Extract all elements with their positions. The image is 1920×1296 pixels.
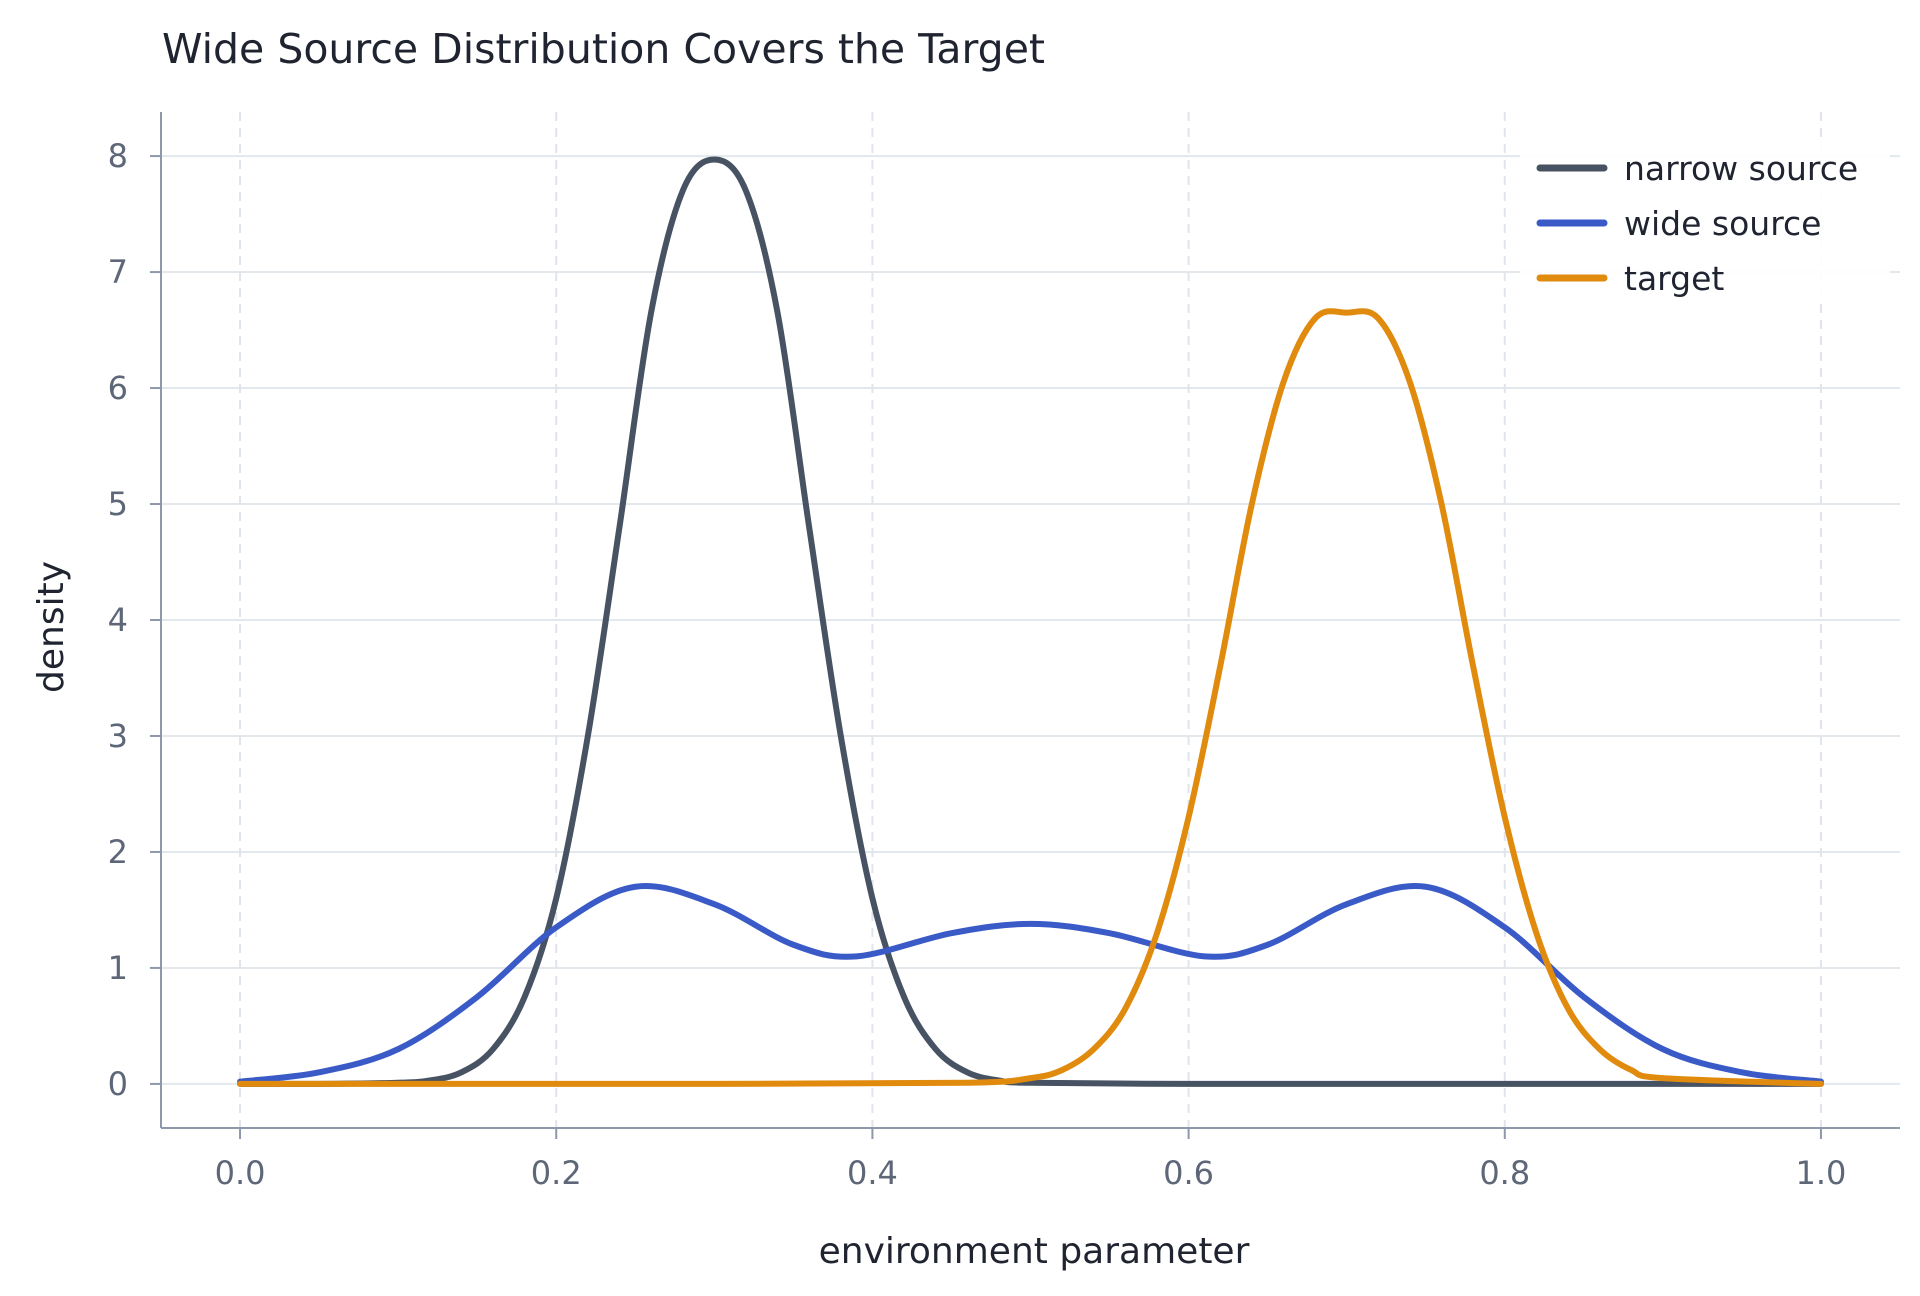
y-tick-label-6: 6: [108, 369, 128, 407]
x-tick-label-4: 0.8: [1479, 1154, 1530, 1192]
y-tick-label-4: 4: [108, 601, 128, 639]
legend: narrow source wide source target: [1520, 138, 1890, 300]
y-axis-label: density: [31, 561, 72, 693]
y-tick-label-8: 8: [108, 137, 128, 175]
x-tick-label-3: 0.6: [1163, 1154, 1214, 1192]
narrow-source-line: [237, 156, 1824, 1087]
y-tick-label-0: 0: [108, 1065, 128, 1103]
y-tick-label-1: 1: [108, 949, 128, 987]
x-axis-label: environment parameter: [819, 1231, 1250, 1272]
grid: [161, 112, 1900, 1128]
x-tick-label-0: 0.0: [215, 1154, 266, 1192]
y-tick-label-3: 3: [108, 717, 128, 755]
legend-label-narrow-source: narrow source: [1624, 149, 1858, 188]
series-lines: [237, 156, 1824, 1087]
y-tick-label-7: 7: [108, 253, 128, 291]
target-line: [237, 308, 1824, 1087]
x-tick-label-1: 0.2: [531, 1154, 582, 1192]
x-tick-label-2: 0.4: [847, 1154, 898, 1192]
legend-label-target: target: [1624, 259, 1724, 298]
x-tick-label-5: 1.0: [1796, 1154, 1847, 1192]
legend-label-wide-source: wide source: [1624, 204, 1821, 243]
y-tick-label-2: 2: [108, 833, 128, 871]
ticks: 0 1 2 3 4 5 6 7 8 0.0 0.2 0.4 0.6 0.8 1.0: [108, 137, 1847, 1192]
y-tick-label-5: 5: [108, 485, 128, 523]
wide-source-line: [237, 883, 1824, 1085]
chart-title: Wide Source Distribution Covers the Targ…: [162, 25, 1045, 73]
